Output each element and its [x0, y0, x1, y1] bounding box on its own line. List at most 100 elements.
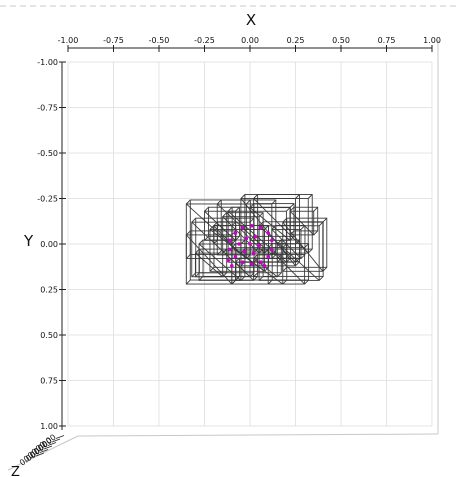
data-point: [270, 247, 274, 252]
box-edge: [222, 272, 228, 278]
z-axis-label: Z: [11, 465, 20, 477]
box-edge: [300, 254, 306, 259]
box-edge: [258, 248, 264, 254]
box-edge: [191, 217, 197, 223]
box-edge: [204, 206, 209, 212]
box-edge: [213, 239, 218, 245]
data-point: [266, 254, 271, 259]
box-edge: [195, 272, 200, 278]
box-diagonal: [282, 221, 324, 272]
x-tick-label: -0.50: [149, 36, 170, 45]
box-bottom-face: [289, 210, 315, 236]
box-edge: [185, 254, 191, 259]
box-edge: [295, 257, 300, 263]
data-point: [228, 238, 232, 243]
data-point: [250, 224, 254, 228]
z-tick-mark: [55, 435, 65, 439]
x-tick-label: 0.75: [378, 36, 396, 45]
wireframe-box: [194, 248, 228, 278]
data-point: [266, 231, 271, 235]
box-diagonal: [267, 247, 305, 285]
y-tick-label: -1.00: [37, 58, 58, 67]
box-edge: [253, 194, 258, 199]
box-top-face: [238, 257, 259, 277]
data-point: [233, 231, 238, 235]
y-tick-label: 0.25: [40, 286, 58, 295]
box-edge: [204, 236, 209, 241]
box-edge: [313, 230, 319, 236]
y-tick-label: 0.50: [40, 331, 58, 340]
box-edge: [227, 206, 233, 212]
box-edge: [276, 254, 282, 259]
box-edge: [271, 254, 277, 259]
box-edge: [253, 276, 258, 281]
box-edge: [271, 225, 277, 230]
box-diagonal: [249, 207, 291, 241]
data-point: [250, 262, 254, 266]
data-point: [262, 264, 267, 268]
data-point: [257, 244, 261, 248]
box-edge: [222, 212, 228, 218]
z-tick-mark: [51, 438, 61, 443]
box-edge: [289, 203, 295, 208]
y-tick-label: 0.00: [40, 240, 58, 249]
wireframe-box: [282, 217, 328, 272]
box-edge: [282, 279, 288, 285]
data-point: [253, 234, 258, 239]
x-tick-label: -0.75: [103, 36, 124, 45]
data-point: [242, 249, 247, 254]
box-diagonal: [195, 252, 223, 278]
box-edge: [295, 194, 300, 199]
x-tick-label: 1.00: [423, 36, 441, 45]
box-edge: [307, 194, 313, 199]
box-top-face: [244, 224, 270, 250]
box-edge: [276, 239, 282, 245]
box-edge: [322, 217, 328, 223]
box-edge: [313, 206, 319, 212]
box-edge: [295, 239, 300, 245]
box-edge: [240, 194, 246, 199]
box-edge: [253, 257, 258, 263]
box-edge: [222, 248, 228, 254]
data-point: [248, 242, 252, 246]
box-diagonal: [235, 261, 254, 281]
box-edge: [185, 199, 191, 205]
x-tick-label: 0.25: [287, 36, 305, 45]
data-point: [240, 225, 245, 230]
box-edge: [231, 221, 237, 227]
data-point: [226, 258, 230, 263]
z-tick-mark: [39, 449, 49, 453]
box-edge: [246, 199, 251, 205]
y-tick-label: -0.50: [37, 149, 58, 158]
x-axis-label: X: [246, 11, 256, 29]
box-diagonal: [198, 243, 242, 281]
box-edge: [304, 279, 309, 285]
x-tick-label: -1.00: [58, 36, 79, 45]
data-point: [230, 264, 234, 268]
box-edge: [209, 266, 215, 272]
y-axis-label: Y: [23, 232, 34, 250]
box-diagonal: [240, 229, 265, 254]
data-point: [240, 260, 245, 265]
box-edge: [198, 239, 204, 245]
box-edge: [318, 276, 324, 281]
box-edge: [276, 272, 282, 278]
box-bottom-face: [194, 252, 224, 278]
z-tick-mark: [35, 452, 45, 457]
box-edge: [289, 206, 295, 212]
wireframe-boxes: [185, 194, 328, 285]
wireframe-box: [276, 239, 300, 263]
box-top-face: [280, 239, 300, 259]
box-edge: [289, 230, 295, 236]
box-edge: [185, 279, 191, 285]
data-point: [237, 242, 241, 246]
z-tick-mark: [43, 445, 53, 450]
pane-edges: [0, 5, 457, 471]
x-tick-label: 0.00: [241, 36, 259, 45]
data-point: [270, 238, 274, 243]
box-top-face: [293, 206, 319, 232]
y-tick-label: 0.75: [40, 377, 58, 386]
box-edge: [231, 243, 237, 248]
y-tick-label: 1.00: [40, 422, 58, 431]
